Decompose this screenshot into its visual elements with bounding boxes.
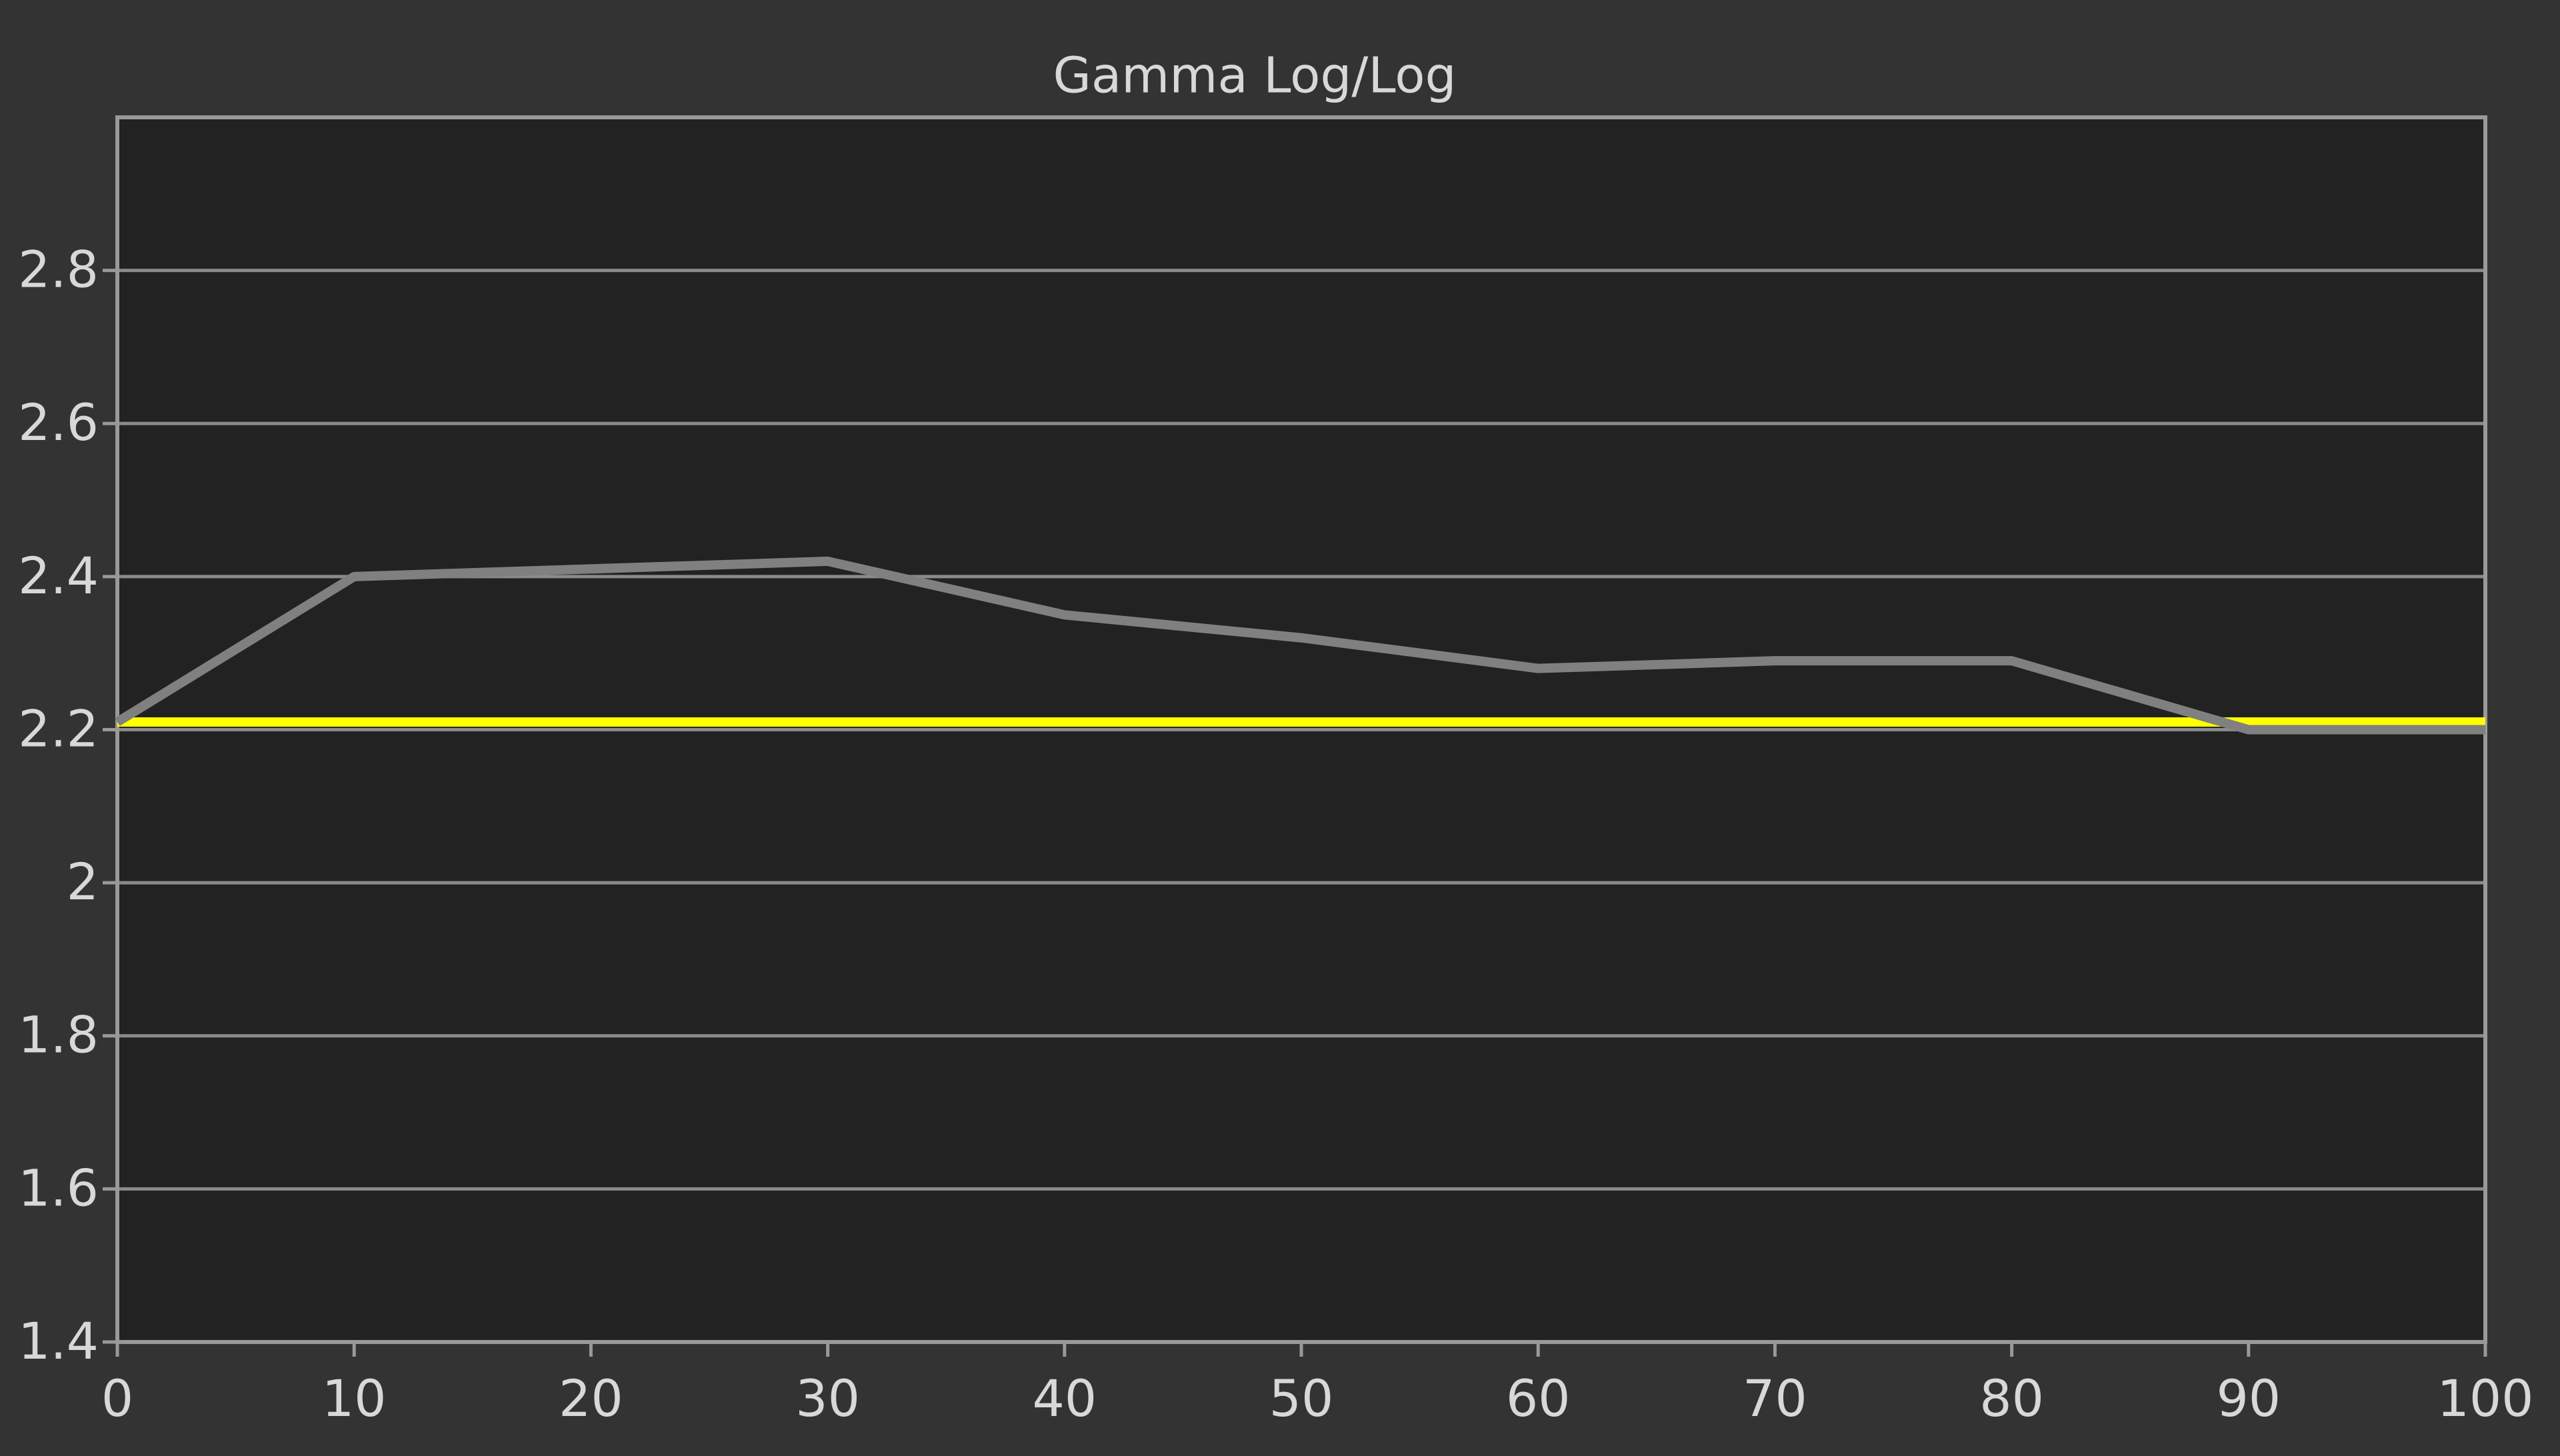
x-tick-label: 40 [1032, 1369, 1097, 1428]
x-tick-label: 10 [322, 1369, 387, 1428]
y-tick-label: 2 [67, 852, 99, 911]
x-tick-label: 30 [795, 1369, 860, 1428]
chart-title: Gamma Log/Log [1053, 47, 1456, 105]
y-tick-label: 2.2 [18, 699, 99, 758]
x-tick-label: 90 [2216, 1369, 2281, 1428]
y-tick-label: 2.4 [18, 546, 99, 605]
x-tick-label: 60 [1506, 1369, 1571, 1428]
x-tick-label: 70 [1743, 1369, 1807, 1428]
x-tick-label: 80 [1979, 1369, 2044, 1428]
x-tick-label: 20 [559, 1369, 623, 1428]
y-tick-label: 2.6 [18, 393, 99, 452]
x-tick-label: 50 [1269, 1369, 1334, 1428]
x-tick-label: 100 [2437, 1369, 2533, 1428]
y-tick-label: 1.4 [18, 1311, 99, 1371]
y-tick-label: 1.6 [18, 1158, 99, 1217]
series-line [115, 556, 2485, 735]
x-tick-label: 0 [101, 1369, 133, 1428]
y-tick-label: 1.8 [18, 1005, 99, 1065]
y-tick-label: 2.8 [18, 240, 99, 299]
